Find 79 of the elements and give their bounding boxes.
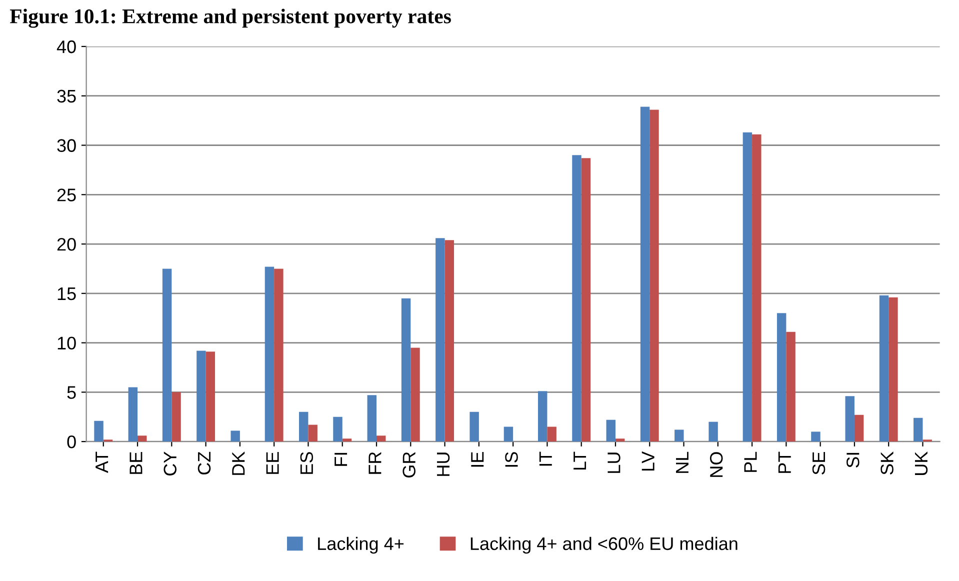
x-tick-label: NL (676, 452, 688, 473)
x-tick-label: EE (266, 452, 279, 474)
x-tick-label: UK (914, 451, 928, 475)
bar (436, 238, 445, 442)
bar (410, 348, 420, 442)
bar (786, 332, 796, 442)
y-tick-label: 35 (57, 90, 76, 103)
bar (299, 412, 308, 442)
bar (572, 155, 582, 442)
x-tick-label: SI (846, 452, 860, 468)
bar (172, 392, 181, 442)
bar (230, 430, 240, 442)
x-tick-label: LT (574, 452, 586, 470)
bar (581, 158, 591, 442)
bar (264, 266, 274, 442)
bar (650, 110, 659, 442)
bar (401, 298, 411, 442)
x-tick-label: PT (778, 452, 791, 473)
x-tick-label: CZ (198, 452, 211, 474)
bar (444, 240, 454, 442)
bar (879, 295, 889, 442)
y-tick-label: 30 (57, 139, 76, 152)
x-tick-label: IS (505, 452, 518, 467)
x-tick-label: LU (608, 452, 620, 473)
legend-label: Lacking 4+ (318, 536, 404, 554)
y-tick-label: 40 (56, 40, 76, 54)
bar (538, 391, 548, 442)
y-tick-label: 15 (58, 288, 76, 300)
bar (547, 426, 556, 442)
bar (128, 387, 138, 442)
bar (94, 420, 104, 442)
bar (138, 436, 147, 442)
bar (776, 313, 786, 442)
x-tick-label: ES (300, 452, 314, 474)
x-tick-label: PL (744, 452, 757, 472)
bar (333, 416, 342, 442)
bar (470, 412, 479, 442)
bar (708, 422, 718, 442)
legend-label: Lacking 4+ and <60% EU median (470, 536, 738, 554)
x-tick-label: SK (880, 451, 894, 475)
y-tick-label: 0 (67, 435, 76, 448)
x-tick-label: AT (96, 452, 108, 473)
bar (914, 418, 923, 442)
x-tick-label: DK (232, 451, 245, 475)
bar (752, 134, 762, 442)
x-tick-label: IE (471, 452, 484, 467)
x-tick-label: IT (539, 452, 552, 466)
bar (888, 297, 898, 442)
x-tick-label: GR (402, 452, 416, 478)
y-tick-label: 20 (57, 238, 76, 251)
bar (196, 350, 206, 442)
bar (606, 420, 616, 442)
x-tick-label: SE (812, 452, 826, 475)
bar (308, 424, 318, 442)
bar (206, 352, 216, 442)
bar (854, 414, 864, 442)
y-tick-label: 25 (57, 188, 76, 202)
x-tick-label: CY (164, 452, 177, 476)
x-tick-label: HU (437, 452, 450, 476)
bar (674, 430, 684, 442)
x-tick-label: NO (710, 452, 723, 477)
y-tick-label: 10 (58, 336, 76, 350)
x-tick-label: FI (334, 452, 348, 466)
bar (742, 132, 752, 442)
chart-title: Figure 10.1: Extreme and persistent poverty rates (10, 8, 451, 28)
bar (811, 432, 820, 442)
bar (162, 268, 172, 442)
bar (342, 438, 352, 442)
bar (376, 436, 386, 442)
bar (845, 396, 854, 442)
x-tick-label: FR (368, 452, 382, 474)
bar (615, 438, 625, 442)
x-tick-label: LV (642, 451, 654, 471)
bar (274, 268, 284, 442)
y-tick-label: 5 (67, 386, 76, 399)
bar (504, 426, 514, 442)
bar (640, 106, 650, 442)
x-tick-label: BE (130, 452, 142, 474)
bar (367, 395, 377, 442)
